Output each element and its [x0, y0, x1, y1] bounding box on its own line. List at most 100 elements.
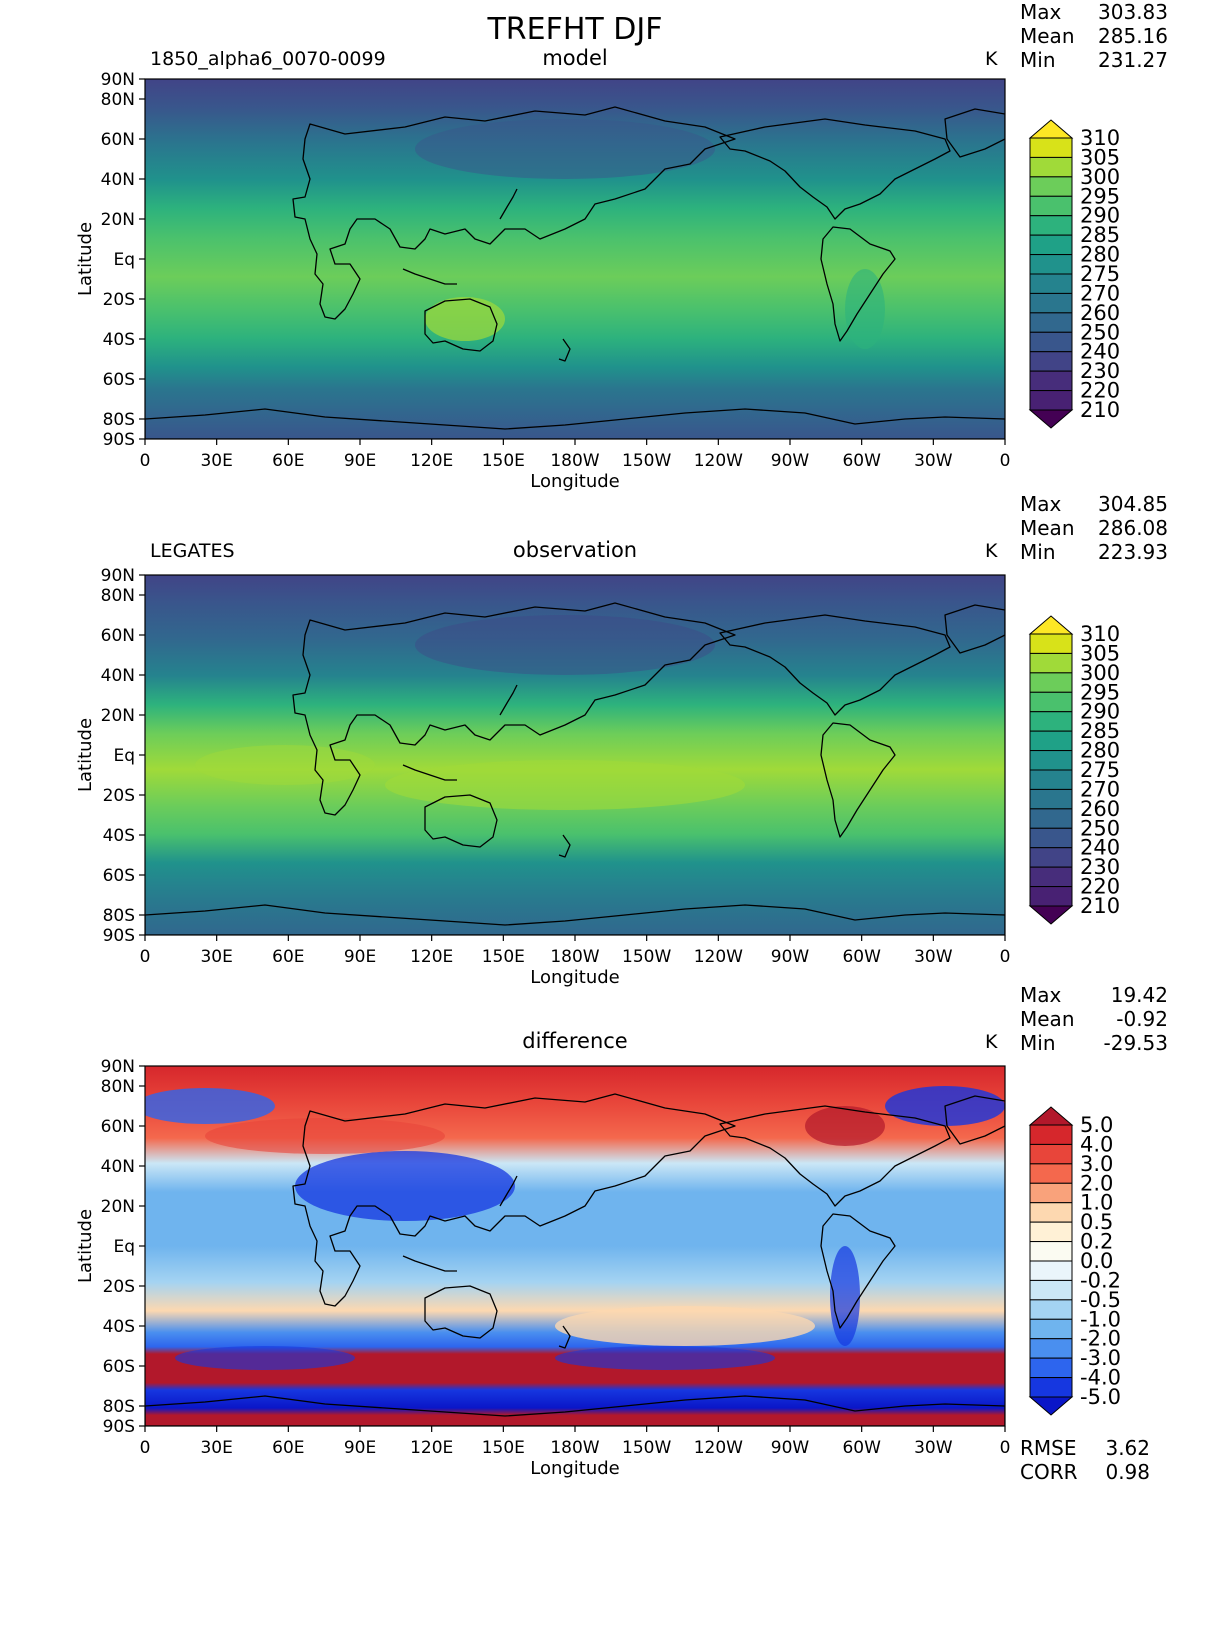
lat-tick-label: 20S	[103, 1277, 135, 1297]
colorbar-level-label: -4.0	[1080, 1366, 1121, 1390]
colorbar-level-label: 220	[1080, 875, 1120, 899]
lon-tick-label: 0	[140, 451, 151, 471]
colorbar-level-label: 3.0	[1080, 1152, 1113, 1176]
lat-tick-label: Eq	[113, 746, 135, 766]
colorbar-level-label: 270	[1080, 777, 1120, 801]
lon-tick-label: 180W	[550, 947, 599, 967]
colorbar-swatch	[1029, 1163, 1073, 1184]
lat-tick-label: 40S	[103, 826, 135, 846]
colorbar-level-label: 290	[1080, 700, 1120, 724]
lat-tick-label: 20N	[101, 210, 135, 230]
colorbar-level-label: 2.0	[1080, 1171, 1113, 1195]
lon-tick-label: 0	[1000, 947, 1011, 967]
lat-tick-label: Eq	[113, 1237, 135, 1257]
lon-tick-label: 180W	[550, 1438, 599, 1458]
lon-tick-label: 150E	[482, 1438, 525, 1458]
lon-tick-label: 120W	[694, 947, 743, 967]
rmse-value: 3.62	[1105, 1436, 1150, 1460]
lon-tick-label: 90E	[344, 451, 376, 471]
rmse-label: RMSE	[1020, 1436, 1077, 1460]
lon-tick-label: 60E	[272, 1438, 304, 1458]
lat-tick-label: 90N	[101, 1057, 135, 1077]
colorbar-swatch	[1029, 788, 1073, 810]
colorbar-swatch	[1029, 730, 1073, 752]
colorbar-level-label: 5.0	[1080, 1113, 1113, 1137]
lon-tick-label: 150W	[622, 947, 671, 967]
lat-tick-label: 80S	[103, 1397, 135, 1417]
colorbar-swatch	[1029, 672, 1073, 693]
lon-tick-label: 30E	[200, 1438, 232, 1458]
corr-value: 0.98	[1105, 1460, 1150, 1484]
colorbar-level-label: 310	[1080, 622, 1120, 646]
lat-tick-label: 80S	[103, 906, 135, 926]
model-min-label: Min	[1020, 48, 1056, 72]
lat-tick-label: 80S	[103, 410, 135, 430]
lat-tick-label: 60N	[101, 130, 135, 150]
colorbar-level-label: 240	[1080, 836, 1120, 860]
lon-tick-label: 60W	[842, 451, 881, 471]
colorbar-level-label: 280	[1080, 243, 1120, 267]
lat-tick-label: 90N	[101, 70, 135, 90]
lon-tick-label: 30W	[914, 451, 953, 471]
lat-tick-label: 40N	[101, 1157, 135, 1177]
colorbar-swatch	[1029, 254, 1073, 275]
lon-tick-label: 0	[140, 1438, 151, 1458]
colorbar-level-label: 250	[1080, 320, 1120, 344]
observation-min-label: Min	[1020, 540, 1056, 564]
observation-subtitle: observation	[512, 538, 638, 562]
colorbar-level-label: 0.2	[1080, 1230, 1113, 1254]
colorbar-swatch	[1029, 1260, 1073, 1281]
model-max-label: Max	[1020, 0, 1062, 24]
colorbar-level-label: 260	[1080, 301, 1120, 325]
colorbar-swatch	[1029, 847, 1073, 868]
lat-tick-label: 90N	[101, 566, 135, 586]
corr-label: CORR	[1020, 1460, 1078, 1484]
x-axis-label: Longitude	[530, 471, 620, 492]
lat-tick-label: 60S	[103, 866, 135, 886]
colorbar-swatch	[1029, 750, 1073, 771]
lon-tick-label: 150E	[482, 451, 525, 471]
lat-tick-label: 20N	[101, 1197, 135, 1217]
lon-tick-label: 150W	[622, 1438, 671, 1458]
colorbar-swatch	[1029, 195, 1073, 217]
colorbar-swatch	[1029, 1377, 1073, 1398]
colorbar-max-triangle	[1028, 1106, 1074, 1126]
colorbar-level-label: 295	[1080, 680, 1120, 704]
colorbar-swatch	[1029, 827, 1073, 849]
colorbar-swatch	[1029, 1299, 1073, 1320]
y-axis-label: Latitude	[75, 718, 96, 792]
model-mean-label: Mean	[1020, 24, 1075, 48]
colorbar-swatch	[1029, 1143, 1073, 1165]
colorbar-level-label: 260	[1080, 797, 1120, 821]
lat-tick-label: 40N	[101, 170, 135, 190]
observation-mean-value: 286.08	[1098, 516, 1168, 540]
colorbar-swatch	[1029, 351, 1073, 372]
lat-tick-label: 20S	[103, 786, 135, 806]
model-subtitle: model	[542, 46, 608, 70]
lat-tick-label: 60S	[103, 1357, 135, 1377]
colorbar-level-label: 305	[1080, 145, 1120, 169]
lon-tick-label: 90E	[344, 1438, 376, 1458]
colorbar-level-label: 290	[1080, 204, 1120, 228]
observation-mean-label: Mean	[1020, 516, 1075, 540]
colorbar-min-triangle	[1028, 409, 1074, 429]
panel-difference	[144, 1065, 1006, 1427]
colorbar-level-label: 300	[1080, 165, 1120, 189]
lon-tick-label: 0	[140, 947, 151, 967]
colorbar-swatch	[1029, 234, 1073, 256]
colorbar-swatch	[1029, 370, 1073, 392]
colorbar-level-label: 275	[1080, 262, 1120, 286]
model-max-value: 303.83	[1098, 0, 1168, 24]
colorbar-swatch	[1029, 1182, 1073, 1204]
colorbar-swatch	[1029, 886, 1073, 907]
lon-tick-label: 30W	[914, 947, 953, 967]
lat-tick-label: 20N	[101, 706, 135, 726]
lon-tick-label: 30E	[200, 451, 232, 471]
colorbar-level-label: 310	[1080, 126, 1120, 150]
colorbar-swatch	[1029, 866, 1073, 888]
colorbar-min-triangle	[1028, 905, 1074, 925]
colorbar-level-label: 230	[1080, 855, 1120, 879]
lat-tick-label: Eq	[113, 250, 135, 270]
observation-max-value: 304.85	[1098, 492, 1168, 516]
